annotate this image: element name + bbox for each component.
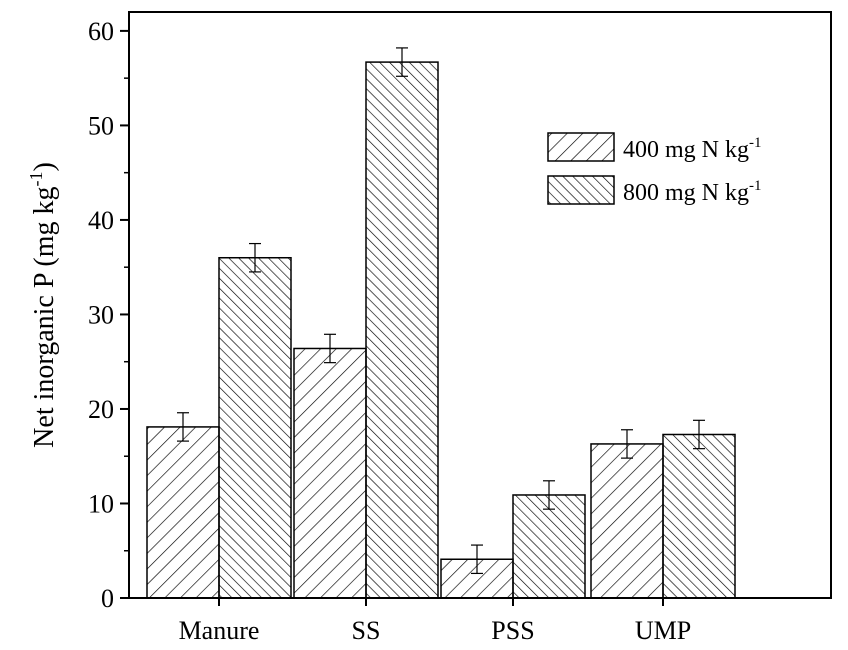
y-axis-title-main: Net inorganic P (mg kg (29, 187, 60, 448)
y-tick-label-20: 20 (88, 395, 114, 424)
bar-pss-800 (512, 494, 586, 599)
y-tick-label-0: 0 (101, 584, 114, 613)
bars-layer (146, 61, 736, 599)
y-axis-title-end: ) (29, 162, 60, 171)
error-bar-ss-400 (324, 333, 336, 364)
bar-ss-800 (365, 61, 439, 599)
error-bar-ump-400 (621, 429, 633, 459)
x-tick-label-pss: PSS (491, 616, 534, 645)
x-axis: Manure SS PSS UMP (179, 598, 691, 645)
legend-label-800: 800 mg N kg-1 (623, 178, 762, 206)
bar-ump-800 (662, 433, 736, 599)
plot-frame (128, 11, 832, 599)
y-tick-label-30: 30 (88, 300, 114, 329)
legend-item-400: 400 mg N kg-1 (547, 132, 762, 163)
error-bar-ump-800 (693, 419, 705, 450)
legend-swatch-400 (547, 132, 615, 162)
bar-ump-400 (590, 443, 664, 599)
y-axis-title: Net inorganic P (mg kg-1) (26, 162, 60, 448)
x-tick-label-ump: UMP (635, 616, 691, 645)
y-axis: 0 10 20 30 40 50 60 (88, 17, 129, 613)
bar-ss-400 (293, 347, 367, 599)
error-bars-layer (177, 47, 705, 575)
legend: 400 mg N kg-1 800 mg N kg-1 (547, 132, 762, 206)
legend-label-800-superscript: -1 (749, 178, 762, 194)
error-bar-manure-800 (249, 242, 261, 273)
y-tick-label-40: 40 (88, 206, 114, 235)
legend-label-400: 400 mg N kg-1 (623, 135, 762, 163)
legend-label-400-superscript: -1 (749, 135, 762, 151)
bar-manure-400 (146, 426, 220, 599)
y-tick-label-60: 60 (88, 17, 114, 46)
error-bar-ss-800 (396, 47, 408, 77)
y-axis-title-superscript: -1 (26, 172, 46, 187)
legend-label-800-main: 800 mg N kg (623, 180, 749, 206)
error-bar-pss-400 (471, 544, 483, 575)
legend-item-800: 800 mg N kg-1 (547, 175, 762, 206)
y-tick-label-10: 10 (88, 489, 114, 518)
y-tick-label-50: 50 (88, 111, 114, 140)
error-bar-pss-800 (543, 480, 555, 510)
legend-swatch-800 (547, 175, 615, 205)
legend-label-400-main: 400 mg N kg (623, 137, 749, 163)
x-tick-label-ss: SS (352, 616, 381, 645)
bar-manure-800 (218, 256, 292, 599)
x-tick-label-manure: Manure (179, 616, 260, 645)
error-bar-manure-400 (177, 412, 189, 442)
